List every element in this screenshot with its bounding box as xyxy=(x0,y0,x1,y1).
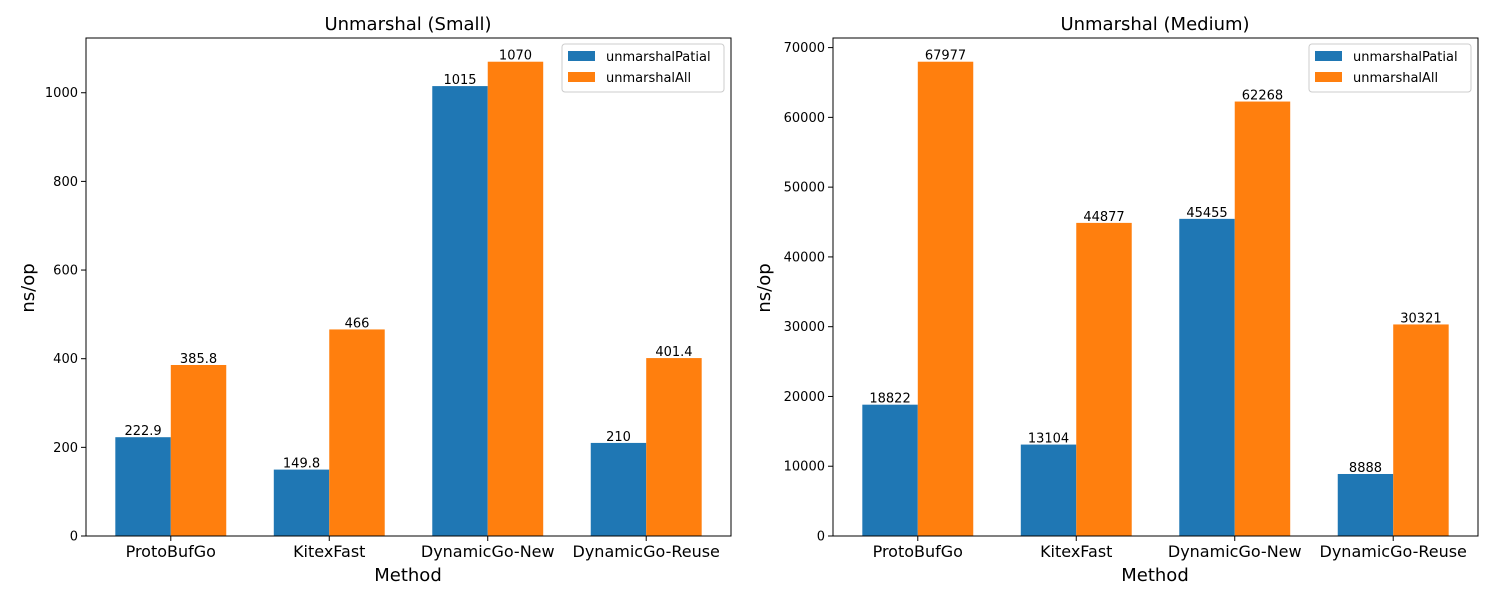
y-tick-label: 50000 xyxy=(784,181,825,196)
bar-unmarshalall-dynamicgo-new xyxy=(487,61,544,536)
bar-unmarshalall-dynamicgo-reuse xyxy=(646,358,702,536)
data-label: 44877 xyxy=(1083,210,1124,225)
y-tick-label: 0 xyxy=(70,530,78,545)
y-tick-label: 0 xyxy=(817,530,825,545)
x-axis-label: Method xyxy=(1121,565,1189,586)
data-label: 210 xyxy=(606,430,631,445)
data-label: 1015 xyxy=(443,73,476,88)
legend-box xyxy=(1308,43,1472,93)
y-tick-label: 10000 xyxy=(784,460,825,475)
data-label: 222.9 xyxy=(124,424,161,439)
bar-unmarshalall-dynamicgo-new xyxy=(1234,101,1291,537)
y-tick-label: 400 xyxy=(53,352,78,367)
bar-unmarshalpatial-protobufgo xyxy=(862,404,918,536)
legend-swatch-unmarshalpatial xyxy=(568,51,595,61)
bar-unmarshalpatial-kitexfast xyxy=(273,469,330,536)
legend: unmarshalPatial unmarshalAll xyxy=(1308,43,1472,93)
y-tick-label: 70000 xyxy=(784,41,825,56)
bar-unmarshalpatial-kitexfast xyxy=(1020,444,1077,536)
x-tick-label-protobufgo: ProtoBufGo xyxy=(126,542,216,561)
bar-unmarshalall-dynamicgo-reuse xyxy=(1393,324,1449,536)
chart-unmarshal-small: Unmarshal (Small) ns/op Method 0 200 400 60… xyxy=(18,14,732,586)
bar-unmarshalpatial-dynamicgo-reuse xyxy=(590,442,647,536)
x-tick-label-protobufgo: ProtoBufGo xyxy=(873,542,963,561)
y-tick-label: 40000 xyxy=(784,250,825,265)
data-label: 18822 xyxy=(869,392,910,407)
data-label: 466 xyxy=(345,316,370,331)
bar-unmarshalall-protobufgo xyxy=(170,364,227,536)
legend-box xyxy=(561,43,725,93)
data-label: 8888 xyxy=(1349,461,1382,476)
legend-entry-unmarshalpatial: unmarshalPatial xyxy=(606,50,711,65)
x-tick-label-kitexfast: KitexFast xyxy=(293,542,365,561)
y-tick-label: 1000 xyxy=(45,86,78,101)
chart-title: Unmarshal (Medium) xyxy=(1060,14,1249,35)
y-tick-label: 20000 xyxy=(784,390,825,405)
legend-entry-unmarshalpatial: unmarshalPatial xyxy=(1353,50,1458,65)
data-label: 149.8 xyxy=(283,457,320,472)
data-label: 385.8 xyxy=(180,352,217,367)
data-label: 67977 xyxy=(925,49,966,64)
data-label: 62268 xyxy=(1242,89,1283,104)
chart-title: Unmarshal (Small) xyxy=(324,14,491,35)
data-label: 45455 xyxy=(1186,206,1227,221)
y-tick-label: 800 xyxy=(53,175,78,190)
x-tick-label-kitexfast: KitexFast xyxy=(1040,542,1112,561)
legend-entry-unmarshalall: unmarshalAll xyxy=(606,71,691,86)
legend-swatch-unmarshalpatial xyxy=(1315,51,1342,61)
x-axis-label: Method xyxy=(374,565,442,586)
legend: unmarshalPatial unmarshalAll xyxy=(561,43,725,93)
data-label: 30321 xyxy=(1400,311,1441,326)
y-tick-label: 600 xyxy=(53,264,78,279)
y-axis-label: ns/op xyxy=(754,263,775,312)
y-axis-label: ns/op xyxy=(18,263,39,312)
x-tick-label-dynamicgo-new: DynamicGo-New xyxy=(1168,542,1302,561)
plot-frame xyxy=(832,37,1479,537)
legend-entry-unmarshalall: unmarshalAll xyxy=(1353,71,1438,86)
bar-unmarshalall-kitexfast xyxy=(1076,222,1132,537)
x-tick-label-dynamicgo-reuse: DynamicGo-Reuse xyxy=(1320,542,1467,561)
legend-swatch-unmarshalall xyxy=(1315,72,1342,82)
bar-unmarshalpatial-protobufgo xyxy=(115,437,171,536)
plot-frame xyxy=(85,37,732,537)
legend-swatch-unmarshalall xyxy=(568,72,595,82)
chart-unmarshal-medium: Unmarshal (Medium) ns/op Method 0 10000 20… xyxy=(754,14,1479,586)
data-label: 1070 xyxy=(499,49,532,64)
data-label: 13104 xyxy=(1028,432,1069,447)
bar-unmarshalpatial-dynamicgo-new xyxy=(1179,218,1235,537)
x-tick-label-dynamicgo-reuse: DynamicGo-Reuse xyxy=(573,542,720,561)
bar-unmarshalpatial-dynamicgo-reuse xyxy=(1337,473,1394,536)
data-label: 401.4 xyxy=(655,345,692,360)
y-tick-label: 30000 xyxy=(784,320,825,335)
y-tick-label: 60000 xyxy=(784,111,825,126)
bar-unmarshalpatial-dynamicgo-new xyxy=(432,86,488,537)
bar-unmarshalall-kitexfast xyxy=(329,329,385,536)
bar-unmarshalall-protobufgo xyxy=(917,61,974,537)
x-tick-label-dynamicgo-new: DynamicGo-New xyxy=(421,542,555,561)
y-tick-label: 200 xyxy=(53,441,78,456)
